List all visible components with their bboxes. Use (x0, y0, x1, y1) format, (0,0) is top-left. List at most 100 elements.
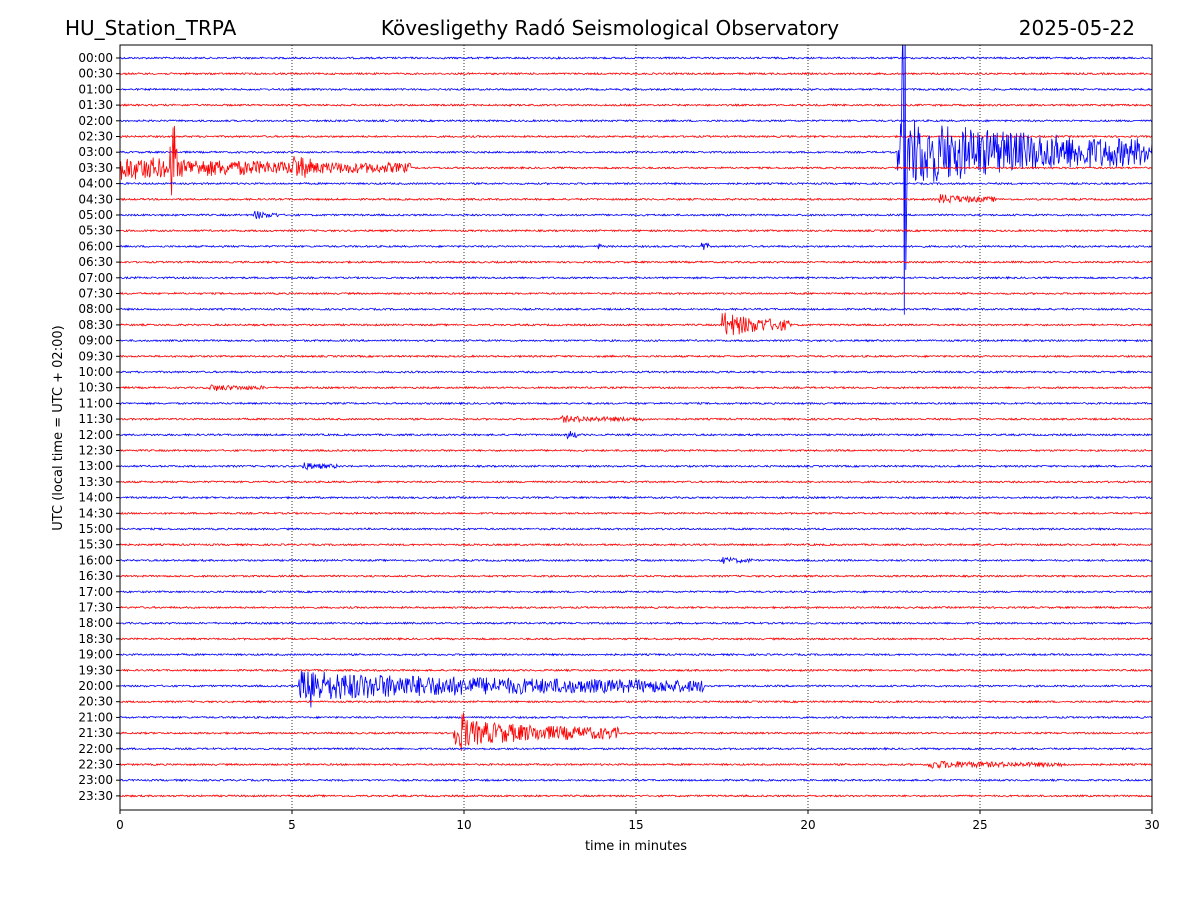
y-tick-label: 14:00 (78, 491, 113, 505)
x-tick-label: 15 (628, 818, 643, 832)
trace-line-0100 (120, 87, 1152, 92)
y-tick-label: 20:30 (78, 695, 113, 709)
trace-line-2100 (120, 715, 1152, 720)
y-tick-label: 19:30 (78, 663, 113, 677)
x-tick-label: 10 (456, 818, 471, 832)
trace-line-0200 (120, 118, 1152, 123)
trace-line-0830 (120, 312, 1152, 336)
trace-line-2000 (120, 670, 1152, 708)
x-tick-label: 25 (972, 818, 987, 832)
trace-line-1900 (120, 652, 1152, 657)
trace-line-0230 (120, 134, 1152, 139)
y-tick-label: 19:00 (78, 648, 113, 662)
trace-line-0600 (120, 242, 1152, 251)
trace-line-2200 (120, 746, 1152, 751)
y-tick-label: 12:00 (78, 428, 113, 442)
trace-line-1630 (120, 574, 1152, 578)
trace-line-1600 (120, 556, 1152, 565)
trace-line-1700 (120, 589, 1152, 594)
x-tick-label: 0 (116, 818, 124, 832)
y-tick-label: 13:00 (78, 459, 113, 473)
y-tick-label: 03:30 (78, 161, 113, 175)
trace-line-0300 (120, 45, 1152, 315)
trace-line-0700 (120, 275, 1152, 280)
y-tick-label: 04:30 (78, 192, 113, 206)
station-title: HU_Station_TRPA (65, 16, 237, 40)
y-tick-label: 08:00 (78, 302, 113, 316)
trace-line-0800 (120, 307, 1152, 312)
trace-line-0330 (120, 125, 1152, 196)
trace-line-0130 (120, 103, 1152, 107)
y-tick-label: 10:30 (78, 381, 113, 395)
y-tick-label: 06:30 (78, 255, 113, 269)
trace-line-0730 (120, 291, 1152, 296)
trace-line-1400 (120, 495, 1152, 500)
trace-line-2330 (120, 793, 1152, 798)
y-tick-label: 18:00 (78, 616, 113, 630)
trace-line-1030 (120, 384, 1152, 391)
y-tick-label: 12:30 (78, 444, 113, 458)
trace-line-1430 (120, 511, 1152, 516)
trace-line-0400 (120, 181, 1152, 186)
y-tick-label: 00:30 (78, 67, 113, 81)
trace-line-1230 (120, 448, 1152, 453)
y-tick-label: 23:00 (78, 773, 113, 787)
trace-line-1830 (120, 637, 1152, 641)
y-tick-label: 09:30 (78, 349, 113, 363)
trace-line-1800 (120, 621, 1152, 626)
trace-line-1100 (120, 401, 1152, 406)
y-tick-label: 11:30 (78, 412, 113, 426)
y-tick-label: 00:00 (78, 51, 113, 65)
y-tick-label: 03:00 (78, 145, 113, 159)
trace-line-2030 (120, 699, 1152, 704)
y-tick-label: 22:30 (78, 758, 113, 772)
trace-line-0930 (120, 354, 1152, 359)
trace-line-1330 (120, 480, 1152, 484)
y-tick-label: 20:00 (78, 679, 113, 693)
trace-line-0530 (120, 228, 1152, 233)
x-axis-label: time in minutes (585, 839, 687, 854)
x-axis-ticks: 0 5 10 15 20 25 30 (116, 810, 1160, 832)
trace-line-1500 (120, 527, 1152, 531)
trace-line-1300 (120, 462, 1152, 471)
trace-line-1200 (120, 430, 1152, 440)
trace-line-0630 (120, 260, 1152, 264)
trace-line-1730 (120, 605, 1152, 610)
trace-line-0030 (120, 71, 1152, 76)
y-tick-label: 16:30 (78, 569, 113, 583)
trace-line-1530 (120, 542, 1152, 547)
y-tick-label: 02:30 (78, 130, 113, 144)
y-tick-label: 07:00 (78, 271, 113, 285)
y-tick-label: 05:00 (78, 208, 113, 222)
y-tick-label: 05:30 (78, 224, 113, 238)
y-tick-label: 02:00 (78, 114, 113, 128)
y-tick-label: 06:00 (78, 239, 113, 253)
trace-line-2230 (120, 760, 1152, 769)
trace-line-0000 (120, 56, 1152, 60)
y-tick-label: 01:30 (78, 98, 113, 112)
y-tick-label: 09:00 (78, 334, 113, 348)
x-tick-label: 30 (1144, 818, 1159, 832)
y-tick-label: 04:00 (78, 177, 113, 191)
y-tick-label: 15:30 (78, 538, 113, 552)
trace-line-0430 (120, 194, 1152, 204)
trace-line-1130 (120, 414, 1152, 424)
trace-line-1000 (120, 370, 1152, 374)
y-tick-label: 01:00 (78, 82, 113, 96)
x-tick-label: 20 (800, 818, 815, 832)
trace-line-2300 (120, 778, 1152, 783)
y-tick-label: 08:30 (78, 318, 113, 332)
y-tick-label: 10:00 (78, 365, 113, 379)
y-tick-label: 23:30 (78, 789, 113, 803)
trace-line-0900 (120, 338, 1152, 343)
y-tick-label: 11:00 (78, 396, 113, 410)
y-tick-label: 14:30 (78, 506, 113, 520)
y-tick-label: 22:00 (78, 742, 113, 756)
y-tick-label: 17:30 (78, 601, 113, 615)
y-tick-label: 13:30 (78, 475, 113, 489)
y-tick-label: 07:30 (78, 287, 113, 301)
seismic-traces (120, 45, 1152, 798)
chart-title: Kövesligethy Radó Seismological Observat… (381, 16, 839, 40)
